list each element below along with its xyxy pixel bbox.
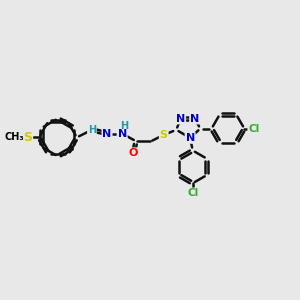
Text: O: O bbox=[129, 148, 138, 158]
Text: N: N bbox=[102, 129, 112, 139]
Text: N: N bbox=[176, 113, 185, 124]
Text: CH₃: CH₃ bbox=[4, 132, 24, 142]
Text: S: S bbox=[23, 131, 32, 144]
Text: H: H bbox=[120, 121, 128, 131]
Text: N: N bbox=[118, 129, 127, 139]
Text: S: S bbox=[160, 130, 168, 140]
Text: H: H bbox=[88, 125, 96, 135]
Text: Cl: Cl bbox=[187, 188, 198, 198]
Text: N: N bbox=[190, 113, 199, 124]
Text: N: N bbox=[185, 133, 195, 143]
Text: Cl: Cl bbox=[248, 124, 260, 134]
